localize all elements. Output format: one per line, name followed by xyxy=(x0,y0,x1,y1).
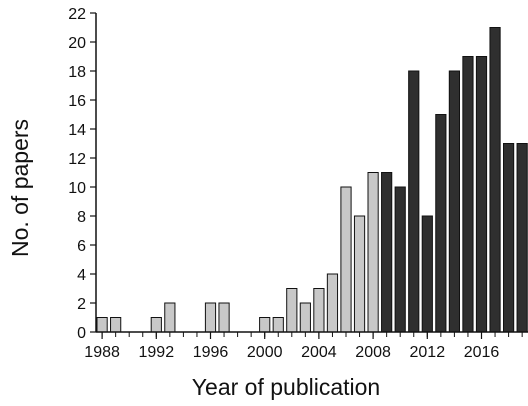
bar xyxy=(462,56,474,333)
y-tick-label: 16 xyxy=(68,93,86,110)
bar xyxy=(381,172,393,333)
bar xyxy=(110,317,122,333)
bar xyxy=(218,302,230,333)
x-tick-label: 2000 xyxy=(247,344,283,361)
bar xyxy=(313,288,325,333)
bar xyxy=(299,302,311,333)
bar xyxy=(516,143,528,333)
y-axis-label: No. of papers xyxy=(7,119,33,257)
axes: 0 2 4 6 8 10 12 14 16 18 20 22 1988 1992 1996 2000 2004 2… xyxy=(68,6,528,361)
bar xyxy=(96,317,108,333)
bar xyxy=(204,302,217,333)
bar xyxy=(489,27,501,333)
x-tick-label: 2016 xyxy=(464,344,500,361)
y-tick-label: 22 xyxy=(68,6,86,23)
bar xyxy=(353,215,366,333)
bar xyxy=(448,70,460,333)
y-tick-label: 6 xyxy=(77,238,86,255)
bar xyxy=(164,302,176,333)
y-tick-label: 2 xyxy=(77,296,86,313)
x-tick-label: 2012 xyxy=(410,344,446,361)
y-tick-label: 10 xyxy=(68,180,86,197)
y-tick-label: 8 xyxy=(77,209,86,226)
bar xyxy=(421,215,433,333)
bar xyxy=(367,172,379,333)
x-axis-label: Year of publication xyxy=(192,374,380,400)
y-tick-label: 14 xyxy=(68,122,86,139)
bar xyxy=(435,114,447,333)
bar xyxy=(259,317,271,333)
bar xyxy=(340,186,352,333)
bar xyxy=(150,317,162,333)
bar xyxy=(408,70,420,333)
y-tick-label: 20 xyxy=(68,35,86,52)
y-tick-label: 18 xyxy=(68,64,86,81)
bar xyxy=(286,288,298,333)
x-tick-label: 2004 xyxy=(301,344,337,361)
bar xyxy=(503,143,515,333)
x-tick-label: 1992 xyxy=(139,344,175,361)
bar xyxy=(272,317,284,333)
bar xyxy=(394,186,406,333)
plot-area xyxy=(96,27,528,333)
bar xyxy=(475,56,488,333)
x-tick-label: 1996 xyxy=(193,344,229,361)
x-tick-label: 1988 xyxy=(84,344,120,361)
y-tick-label: 4 xyxy=(77,267,86,284)
y-tick-label: 0 xyxy=(77,325,86,342)
y-tick-label: 12 xyxy=(68,151,86,168)
x-tick-label: 2008 xyxy=(355,344,391,361)
bar xyxy=(326,273,339,333)
